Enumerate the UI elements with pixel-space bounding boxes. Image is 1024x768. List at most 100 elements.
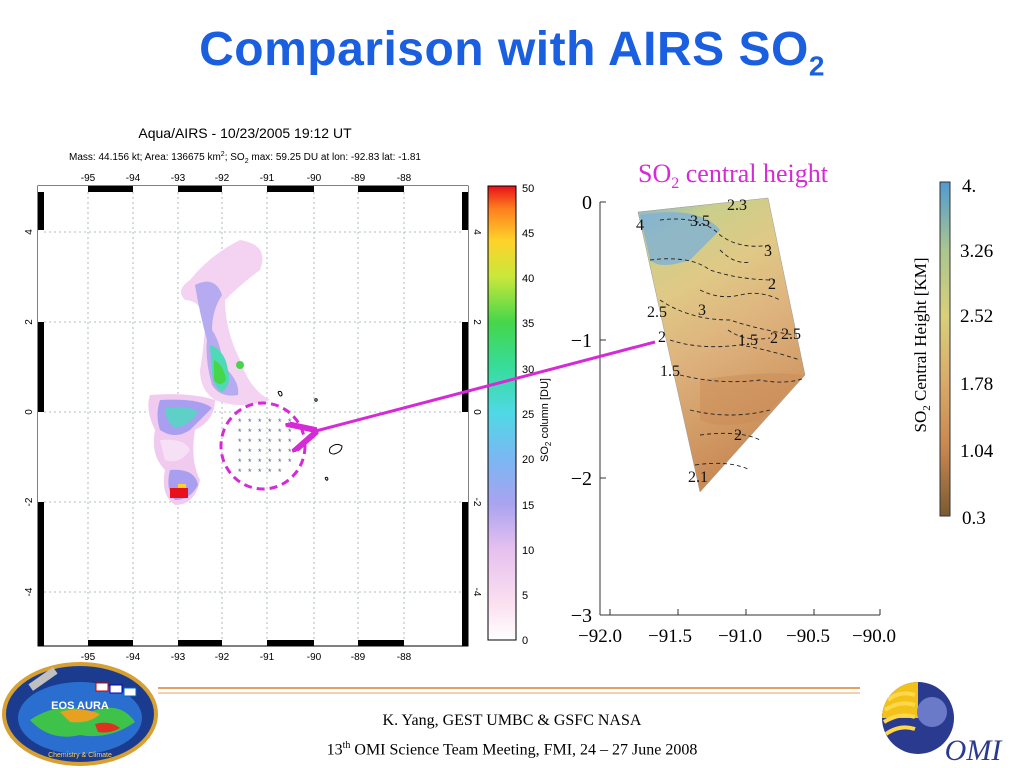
svg-text:-89: -89 xyxy=(351,173,366,184)
svg-text:-89: -89 xyxy=(351,652,366,663)
svg-text:4.: 4. xyxy=(962,176,976,197)
svg-text:*: * xyxy=(248,447,252,457)
svg-text:10: 10 xyxy=(522,545,534,557)
svg-text:*: * xyxy=(258,427,262,437)
svg-text:*: * xyxy=(248,417,252,427)
svg-text:2: 2 xyxy=(734,427,742,444)
svg-text:2: 2 xyxy=(24,319,35,325)
svg-text:2.5: 2.5 xyxy=(647,304,667,321)
svg-text:*: * xyxy=(278,467,282,477)
svg-text:−91.5: −91.5 xyxy=(648,626,692,647)
svg-text:3: 3 xyxy=(764,243,772,260)
svg-text:*: * xyxy=(288,437,292,447)
svg-text:1.04: 1.04 xyxy=(960,441,994,462)
svg-text:*: * xyxy=(248,457,252,467)
comparison-arrow xyxy=(312,340,656,432)
svg-text:0: 0 xyxy=(522,635,528,647)
svg-text:-91: -91 xyxy=(260,652,275,663)
svg-text:−91.0: −91.0 xyxy=(718,626,762,647)
svg-text:*: * xyxy=(258,437,262,447)
svg-text:2.1: 2.1 xyxy=(688,469,708,486)
svg-text:*: * xyxy=(248,427,252,437)
svg-text:*: * xyxy=(278,447,282,457)
svg-text:2.52: 2.52 xyxy=(960,306,993,327)
svg-text:*: * xyxy=(278,417,282,427)
svg-text:*: * xyxy=(268,457,272,467)
svg-text:3.26: 3.26 xyxy=(960,241,993,262)
svg-text:-88: -88 xyxy=(397,173,412,184)
svg-text:3.5: 3.5 xyxy=(690,213,710,230)
svg-text:*: * xyxy=(238,427,242,437)
svg-text:4: 4 xyxy=(24,229,35,235)
airs-colorbar xyxy=(487,185,517,641)
svg-text:*: * xyxy=(258,417,262,427)
svg-text:*: * xyxy=(278,437,282,447)
svg-text:*: * xyxy=(258,457,262,467)
svg-text:*: * xyxy=(238,417,242,427)
svg-text:0: 0 xyxy=(24,409,35,415)
svg-text:4: 4 xyxy=(636,217,644,234)
svg-text:*: * xyxy=(238,447,242,457)
svg-text:*: * xyxy=(258,467,262,477)
svg-text:−1: −1 xyxy=(571,330,592,352)
svg-text:20: 20 xyxy=(522,454,534,466)
svg-text:*: * xyxy=(268,437,272,447)
svg-text:-93: -93 xyxy=(171,173,186,184)
height-axes xyxy=(599,201,881,616)
svg-text:-2: -2 xyxy=(471,498,482,507)
svg-text:2.3: 2.3 xyxy=(727,197,747,214)
svg-text:*: * xyxy=(278,427,282,437)
svg-text:*: * xyxy=(268,427,272,437)
svg-text:*: * xyxy=(268,447,272,457)
height-field xyxy=(637,197,806,493)
omi-logo: OMI xyxy=(882,682,1003,767)
svg-text:-2: -2 xyxy=(24,497,35,506)
airs-x-ticks: -95 -94 -93 -92 -91 -90 -89 -88 -95 -94 … xyxy=(81,173,412,663)
airs-map-title: Aqua/AIRS - 10/23/2005 19:12 UT xyxy=(138,125,352,141)
svg-text:-93: -93 xyxy=(171,652,186,663)
slide-title: Comparison with AIRS SO2 xyxy=(199,23,825,82)
eos-aura-logo: EOS AURA Chemistry & Climate xyxy=(2,662,158,766)
svg-text:40: 40 xyxy=(522,273,534,285)
svg-text:5: 5 xyxy=(522,590,528,602)
svg-text:2: 2 xyxy=(770,330,778,347)
svg-text:−2: −2 xyxy=(571,468,592,490)
svg-text:2: 2 xyxy=(768,276,776,293)
height-contours xyxy=(649,218,806,471)
svg-text:1.5: 1.5 xyxy=(660,363,680,380)
svg-text:0.3: 0.3 xyxy=(962,508,986,529)
svg-text:-90: -90 xyxy=(307,652,322,663)
svg-text:4: 4 xyxy=(471,229,482,235)
svg-text:35: 35 xyxy=(522,318,534,330)
airs-colorbar-label: SO2 column [DU] xyxy=(539,378,553,462)
svg-text:*: * xyxy=(248,467,252,477)
svg-text:−3: −3 xyxy=(571,605,592,627)
svg-text:25: 25 xyxy=(522,409,534,421)
airs-y-ticks-left: 4 2 0 -2 -4 xyxy=(24,229,35,597)
height-y-ticks: 0 −1 −2 −3 xyxy=(571,192,592,627)
svg-text:*: * xyxy=(288,417,292,427)
svg-text:*: * xyxy=(278,457,282,467)
svg-text:EOS AURA: EOS AURA xyxy=(51,700,109,712)
svg-text:45: 45 xyxy=(522,228,534,240)
height-x-ticks: −92.0 −91.5 −91.0 −90.5 −90.0 xyxy=(578,626,896,647)
svg-text:-4: -4 xyxy=(471,588,482,597)
svg-text:−90.5: −90.5 xyxy=(786,626,830,647)
svg-text:0: 0 xyxy=(471,409,482,415)
svg-text:*: * xyxy=(248,437,252,447)
svg-text:3: 3 xyxy=(698,302,706,319)
svg-text:1.78: 1.78 xyxy=(960,374,993,395)
svg-text:*: * xyxy=(238,437,242,447)
svg-text:*: * xyxy=(238,467,242,477)
svg-text:*: * xyxy=(268,467,272,477)
svg-text:0: 0 xyxy=(582,192,592,214)
svg-text:1.5: 1.5 xyxy=(738,332,758,349)
svg-text:-94: -94 xyxy=(126,652,141,663)
svg-text:−92.0: −92.0 xyxy=(578,626,622,647)
airs-so2-plume xyxy=(148,240,270,505)
height-colorbar-label: SO2 Central Height [KM] xyxy=(911,257,933,432)
svg-text:-92: -92 xyxy=(215,173,230,184)
svg-text:-90: -90 xyxy=(307,173,322,184)
footer-meeting: 13th OMI Science Team Meeting, FMI, 24 –… xyxy=(326,740,698,759)
svg-text:50: 50 xyxy=(522,183,534,195)
